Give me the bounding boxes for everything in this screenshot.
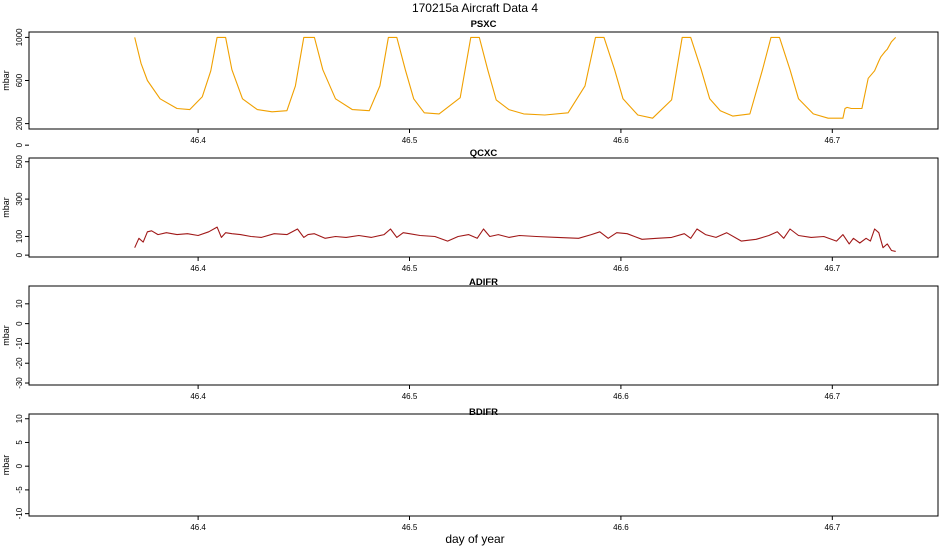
figure-title: 170215a Aircraft Data 4	[412, 1, 538, 15]
plot-frame	[28, 31, 939, 130]
x-tick-label: 46.7	[825, 264, 841, 273]
panel-title: BDIFR	[469, 407, 498, 418]
x-tick-label: 46.5	[402, 523, 418, 532]
plot-frame	[28, 413, 939, 517]
panel-adifr: ADIFR mbar 46.4 46.5 46.6 46.7 -30 -20 -10 0 10	[1, 277, 939, 401]
y-tick-label: 500	[15, 155, 24, 169]
series-line-qcxc	[134, 226, 896, 252]
y-tick-label: 0	[15, 142, 24, 147]
y-tick-label: -20	[15, 357, 24, 369]
y-tick-label: -30	[15, 377, 24, 389]
x-tick-label: 46.6	[613, 136, 629, 145]
x-tick-label: 46.4	[190, 136, 206, 145]
x-tick-label: 46.4	[190, 392, 206, 401]
y-tick-label: 0	[15, 321, 24, 326]
panel-title: ADIFR	[469, 277, 498, 288]
y-tick-label: 600	[15, 73, 24, 87]
y-axis-label: mbar	[1, 197, 11, 218]
y-tick-label: -10	[15, 337, 24, 349]
x-tick-label: 46.5	[402, 392, 418, 401]
panel-title: QCXC	[470, 148, 498, 159]
plot-frame	[28, 285, 939, 386]
y-axis-label: mbar	[1, 455, 11, 476]
plot-frame	[28, 157, 939, 258]
y-tick-label: 300	[15, 192, 24, 206]
x-tick-label: 46.5	[402, 264, 418, 273]
y-tick-label: 0	[15, 463, 24, 468]
y-tick-label: -5	[15, 486, 24, 494]
y-tick-label: 200	[15, 116, 24, 130]
x-tick-label: 46.7	[825, 136, 841, 145]
y-axis-label: mbar	[1, 70, 11, 91]
x-tick-label: 46.7	[825, 392, 841, 401]
y-tick-label: 5	[15, 440, 24, 445]
x-tick-label: 46.6	[613, 392, 629, 401]
x-tick-label: 46.5	[402, 136, 418, 145]
x-tick-label: 46.7	[825, 523, 841, 532]
x-axis-label: day of year	[445, 532, 504, 546]
panel-title: PSXC	[471, 19, 497, 30]
panel-bdifr: BDIFR mbar 46.4 46.5 46.6 46.7 -10 -5 0 5 10	[1, 407, 939, 532]
y-tick-label: 1000	[15, 28, 24, 46]
y-tick-label: 10	[15, 414, 24, 423]
x-tick-label: 46.6	[613, 523, 629, 532]
x-tick-label: 46.6	[613, 264, 629, 273]
x-tick-label: 46.4	[190, 264, 206, 273]
x-tick-label: 46.4	[190, 523, 206, 532]
y-tick-label: 0	[15, 252, 24, 257]
panel-qcxc: QCXC mbar 46.4 46.5 46.6 46.7 0 100 300 500	[1, 148, 939, 273]
y-tick-label: 10	[15, 299, 24, 308]
series-line-psxc	[134, 36, 897, 119]
y-tick-label: -10	[15, 507, 24, 519]
y-axis-label: mbar	[1, 325, 11, 346]
y-tick-label: 100	[15, 229, 24, 243]
panel-psxc: PSXC mbar 46.4 46.5 46.6 46.7 0 200 600 1000	[1, 19, 939, 147]
